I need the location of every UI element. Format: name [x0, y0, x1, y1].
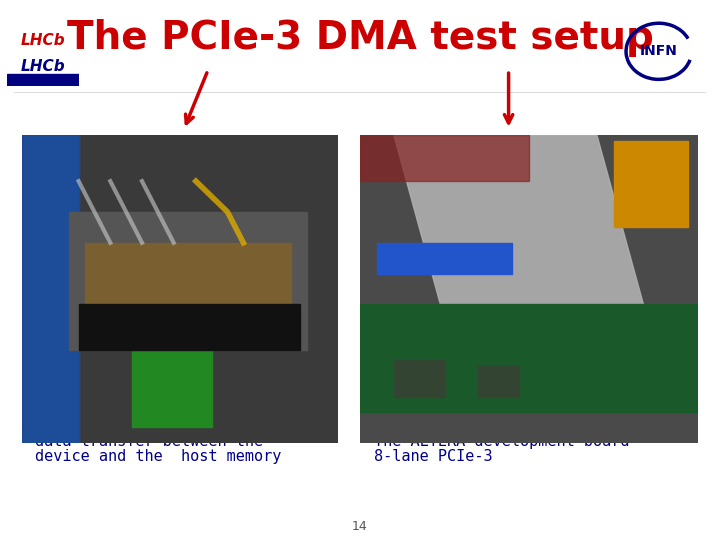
Text: The PCIe-3 DMA test setup: The PCIe-3 DMA test setup: [66, 19, 654, 57]
Bar: [394, 360, 444, 396]
Text: LHCb: LHCb: [21, 59, 66, 74]
Bar: [445, 243, 513, 273]
Text: GPU used to test 16-lane PCIe-3: GPU used to test 16-lane PCIe-3: [35, 419, 318, 434]
Bar: [132, 350, 212, 428]
Bar: [360, 135, 529, 181]
Bar: [613, 141, 688, 227]
Bar: [69, 212, 307, 350]
Text: 8-lane PCIe-3: 8-lane PCIe-3: [374, 449, 492, 464]
Bar: [377, 243, 445, 273]
Text: device and the  host memory: device and the host memory: [35, 449, 282, 464]
Bar: [478, 366, 519, 396]
Bar: [85, 243, 291, 320]
Bar: [360, 304, 698, 412]
Polygon shape: [394, 135, 648, 320]
Text: data transfer between the: data transfer between the: [35, 434, 264, 449]
Bar: [22, 135, 78, 443]
Bar: [78, 304, 300, 350]
Bar: [7, 74, 79, 86]
Text: The ALTERA development board: The ALTERA development board: [374, 434, 629, 449]
Text: LHCb: LHCb: [21, 33, 66, 48]
Text: 14: 14: [352, 520, 368, 533]
Bar: [22, 135, 78, 443]
Text: INFN: INFN: [640, 44, 678, 58]
